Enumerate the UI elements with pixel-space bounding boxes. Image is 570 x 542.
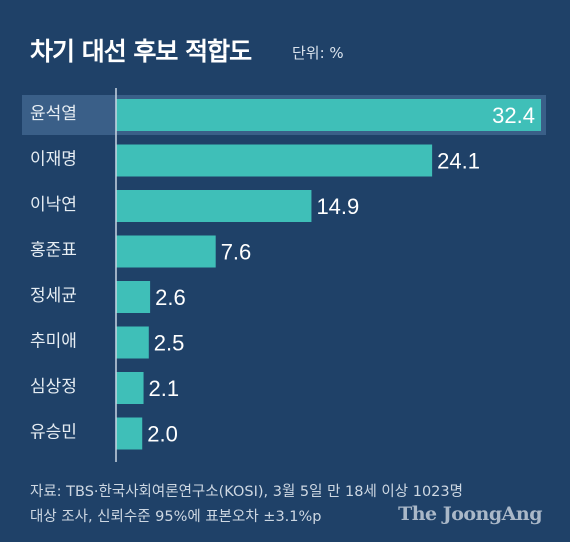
- source-note: 자료: TBS·한국사회여론연구소(KOSI), 3월 5일 만 18세 이상 …: [30, 480, 463, 530]
- bar: [116, 372, 144, 404]
- value-label: 14.9: [316, 194, 359, 219]
- unit-label: 단위: %: [292, 44, 344, 62]
- category-label: 유승민: [30, 423, 77, 443]
- category-label: 이재명: [30, 150, 77, 170]
- value-label: 2.0: [147, 422, 178, 447]
- bar: [116, 281, 151, 313]
- value-label: 2.6: [155, 285, 186, 310]
- bar: [116, 144, 433, 177]
- brand-logo: The JoongAng: [398, 503, 542, 525]
- bar: [116, 417, 143, 450]
- category-label: 이낙연: [30, 195, 77, 215]
- value-label: 2.5: [154, 331, 185, 356]
- bar: [116, 235, 216, 268]
- source-line-1: 자료: TBS·한국사회여론연구소(KOSI), 3월 5일 만 18세 이상 …: [30, 484, 463, 500]
- category-label: 추미애: [30, 332, 77, 352]
- value-label: 7.6: [221, 240, 252, 265]
- category-label: 윤석열: [30, 104, 77, 124]
- bar: [116, 326, 149, 359]
- bar: [116, 190, 312, 222]
- category-label: 정세균: [30, 286, 77, 306]
- value-label: 2.1: [149, 376, 180, 401]
- bar: [116, 99, 541, 131]
- value-label: 32.4: [492, 103, 535, 128]
- bar-chart: 윤석열 32.4 이재명 24.1 이낙연 14.9 홍준표 7.6 정세균 2.6 추미애 2.5 심…: [22, 88, 546, 462]
- value-label: 24.1: [437, 149, 480, 174]
- category-label: 홍준표: [30, 241, 77, 261]
- category-label: 심상정: [30, 377, 77, 397]
- chart-title: 차기 대선 후보 적합도: [30, 37, 252, 66]
- source-line-2: 대상 조사, 신뢰수준 95%에 표본오차 ±3.1%p: [30, 509, 322, 525]
